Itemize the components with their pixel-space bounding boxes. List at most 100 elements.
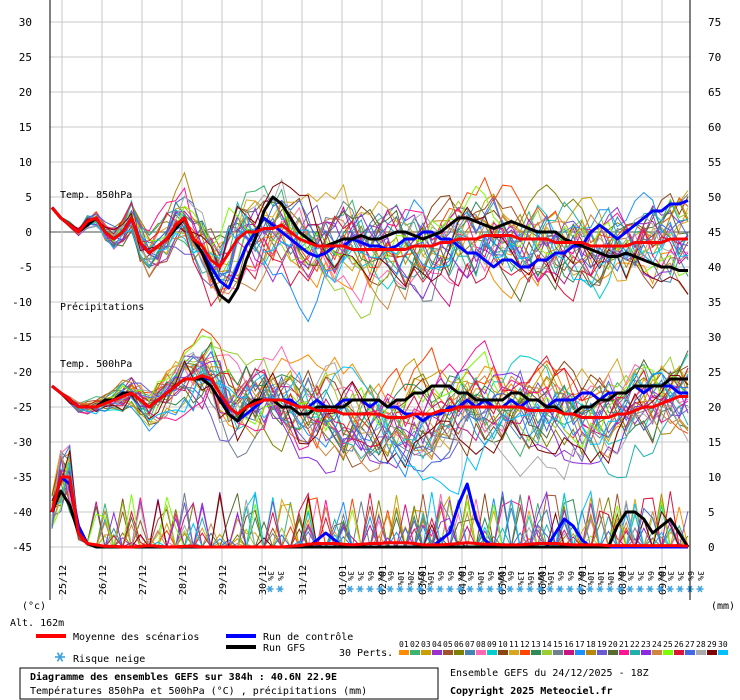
perturbation-line xyxy=(51,207,689,288)
snow-risk-label: 6% xyxy=(486,571,495,581)
x-tick-label: 08/01 xyxy=(618,565,629,595)
perturbation-swatch xyxy=(575,650,585,655)
x-tick-label: 05/01 xyxy=(498,565,509,595)
x-tick-label: 07/01 xyxy=(578,565,589,595)
left-tick-label: 10 xyxy=(19,156,32,169)
left-tick-label: -40 xyxy=(12,506,32,519)
perturbation-id: 08 xyxy=(476,640,486,649)
snowflake-icon xyxy=(536,585,544,593)
snow-risk-label: 10% xyxy=(606,571,615,586)
snow-risk-label: 3% xyxy=(276,571,285,581)
right-tick-label: 65 xyxy=(708,86,721,99)
left-tick-label: 0 xyxy=(25,226,32,239)
right-tick-label: 15 xyxy=(708,436,721,449)
left-tick-label: -20 xyxy=(12,366,32,379)
perturbation-swatch xyxy=(553,650,563,655)
snowflake-icon xyxy=(476,585,484,593)
perturbation-line xyxy=(51,366,689,496)
left-axis-ticks: 30 25 20 15 10 5 0 -5 -10 -15 -20 -25 -30 -35 -40 -45 xyxy=(12,16,32,554)
snowflake-icon xyxy=(456,585,464,593)
right-tick-label: 10 xyxy=(708,471,721,484)
snow-risk-label: 16% xyxy=(526,571,535,586)
x-tick-label: 31/12 xyxy=(298,565,309,595)
perturbation-swatch xyxy=(465,650,475,655)
right-tick-label: 70 xyxy=(708,51,721,64)
snowflake-icon xyxy=(466,585,474,593)
series-line xyxy=(50,206,688,269)
perturbation-line xyxy=(51,186,689,281)
perturbation-id: 17 xyxy=(575,640,585,649)
snowflake-icon xyxy=(266,585,274,593)
perturbation-id: 29 xyxy=(707,640,717,649)
perturbation-swatch xyxy=(718,650,728,655)
perturbation-swatch xyxy=(531,650,541,655)
snow-risk-label: 6% xyxy=(506,571,515,581)
x-tick-label: 25/12 xyxy=(58,565,69,595)
snowflake-icon xyxy=(486,585,494,593)
panel-label-t850: Temp. 850hPa xyxy=(60,190,132,201)
x-tick-label: 29/12 xyxy=(218,565,229,595)
perturbation-id: 20 xyxy=(608,640,618,649)
snowflake-icon xyxy=(446,585,454,593)
snowflake-icon xyxy=(666,585,674,593)
snow-risk-label: 6% xyxy=(656,571,665,581)
snowflake-icon xyxy=(586,585,594,593)
snowflake-icon xyxy=(276,585,284,593)
snow-risk-label: 6% xyxy=(646,571,655,581)
altitude-label: Alt. 162m xyxy=(10,618,64,629)
perturbation-swatch xyxy=(498,650,508,655)
snow-risk-label: 6% xyxy=(566,571,575,581)
perturbation-swatch xyxy=(619,650,629,655)
perturbation-line xyxy=(51,359,689,469)
snowflake-icon xyxy=(626,585,634,593)
perturbation-id: 21 xyxy=(619,640,629,649)
footer-title: Diagramme des ensembles GEFS sur 384h : … xyxy=(30,671,337,683)
perturbation-id: 04 xyxy=(432,640,442,649)
x-tick-label: 02/01 xyxy=(378,565,389,595)
perturbation-id: 09 xyxy=(487,640,497,649)
perturbation-swatch xyxy=(652,650,662,655)
x-tick-label: 28/12 xyxy=(178,565,189,595)
perturbation-swatch xyxy=(707,650,717,655)
perturbation-id: 22 xyxy=(630,640,640,649)
right-tick-label: 55 xyxy=(708,156,721,169)
snowflake-icon xyxy=(516,585,524,593)
left-tick-label: 5 xyxy=(25,191,32,204)
snowflake-icon xyxy=(406,585,414,593)
snow-risk-label: 23% xyxy=(416,571,425,586)
snow-risk-label: 3% xyxy=(636,571,645,581)
snowflake-icon xyxy=(566,585,574,593)
snowflake-icon xyxy=(366,585,374,593)
perturbation-swatch xyxy=(641,650,651,655)
snow-risk-label: 10% xyxy=(536,571,545,586)
perturbation-id: 13 xyxy=(531,640,541,649)
perturbation-swatch xyxy=(410,650,420,655)
perturbation-id: 26 xyxy=(674,640,684,649)
perturbation-id: 02 xyxy=(410,640,420,649)
left-tick-label: -30 xyxy=(12,436,32,449)
perturbation-line xyxy=(51,185,689,277)
series-line xyxy=(50,475,689,549)
perturbation-swatch xyxy=(674,650,684,655)
left-tick-label: -5 xyxy=(19,261,32,274)
x-tick-label: 30/12 xyxy=(258,565,269,595)
perturbation-line xyxy=(51,196,689,278)
snow-risk-label: 6% xyxy=(466,571,475,581)
snow-risk-row: 3% 3% 3% 3% 6% 6% 6% 10% 20% 23% 16% 6% 6% 6% 6% 10% 6% 1… xyxy=(266,571,705,593)
right-tick-label: 75 xyxy=(708,16,721,29)
legend-control-label: Run de contrôle xyxy=(263,631,353,643)
snowflake-icon xyxy=(676,585,684,593)
snowflake-icon xyxy=(436,585,444,593)
legend-snow-label: Risque neige xyxy=(73,654,145,665)
snowflake-icon xyxy=(396,585,404,593)
right-tick-label: 0 xyxy=(708,541,715,554)
x-axis-ticks: 25/12 26/12 27/12 28/12 29/12 30/12 31/12 01/01… xyxy=(58,565,669,595)
snowflake-icon xyxy=(696,585,704,593)
perturbation-swatch xyxy=(520,650,530,655)
perturbation-id: 27 xyxy=(685,640,695,649)
perturbation-swatch xyxy=(630,650,640,655)
perturbation-id: 23 xyxy=(641,640,651,649)
perturbation-line xyxy=(51,350,689,472)
left-tick-label: -25 xyxy=(12,401,32,414)
